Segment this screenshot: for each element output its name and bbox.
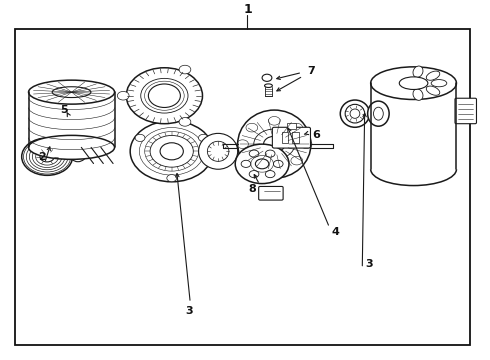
- FancyBboxPatch shape: [455, 98, 476, 124]
- Ellipse shape: [413, 66, 423, 77]
- Text: 4: 4: [331, 227, 340, 237]
- Text: 7: 7: [307, 66, 315, 76]
- FancyBboxPatch shape: [259, 186, 283, 200]
- Ellipse shape: [130, 121, 213, 182]
- Bar: [282, 132, 289, 143]
- Ellipse shape: [265, 84, 272, 87]
- Text: 1: 1: [243, 3, 252, 16]
- Ellipse shape: [40, 152, 54, 162]
- Text: 2: 2: [38, 152, 46, 162]
- Ellipse shape: [167, 175, 176, 182]
- Bar: [287, 123, 296, 129]
- Ellipse shape: [340, 100, 369, 127]
- Ellipse shape: [135, 134, 145, 141]
- Ellipse shape: [22, 138, 73, 175]
- Ellipse shape: [207, 141, 229, 161]
- Ellipse shape: [265, 150, 275, 157]
- Text: 6: 6: [312, 130, 320, 140]
- Ellipse shape: [179, 118, 191, 126]
- Ellipse shape: [28, 135, 115, 159]
- Text: 3: 3: [185, 306, 193, 316]
- Ellipse shape: [148, 84, 180, 108]
- Ellipse shape: [431, 80, 447, 87]
- Ellipse shape: [249, 150, 259, 157]
- Ellipse shape: [368, 101, 389, 126]
- Ellipse shape: [255, 159, 269, 169]
- Ellipse shape: [426, 86, 440, 95]
- Ellipse shape: [179, 65, 191, 74]
- Ellipse shape: [74, 148, 82, 158]
- Ellipse shape: [235, 144, 289, 184]
- Ellipse shape: [371, 67, 457, 99]
- Ellipse shape: [273, 160, 283, 167]
- Ellipse shape: [345, 104, 365, 123]
- FancyBboxPatch shape: [272, 127, 311, 148]
- Ellipse shape: [249, 171, 259, 178]
- Ellipse shape: [118, 91, 129, 100]
- Ellipse shape: [262, 74, 272, 81]
- Text: 3: 3: [366, 259, 373, 269]
- Ellipse shape: [126, 68, 202, 124]
- Ellipse shape: [198, 134, 208, 141]
- Ellipse shape: [373, 107, 383, 120]
- Ellipse shape: [198, 134, 238, 169]
- Ellipse shape: [69, 144, 87, 162]
- Ellipse shape: [264, 136, 285, 152]
- Ellipse shape: [350, 109, 360, 118]
- Ellipse shape: [399, 77, 428, 90]
- Ellipse shape: [413, 89, 423, 100]
- Text: 5: 5: [60, 105, 68, 115]
- Ellipse shape: [241, 160, 251, 167]
- Bar: [15, 30, 470, 345]
- Ellipse shape: [238, 110, 311, 178]
- Ellipse shape: [426, 71, 440, 80]
- Text: 8: 8: [248, 184, 256, 194]
- Ellipse shape: [160, 143, 183, 160]
- Ellipse shape: [28, 80, 115, 104]
- Bar: [293, 132, 299, 143]
- Ellipse shape: [265, 171, 275, 178]
